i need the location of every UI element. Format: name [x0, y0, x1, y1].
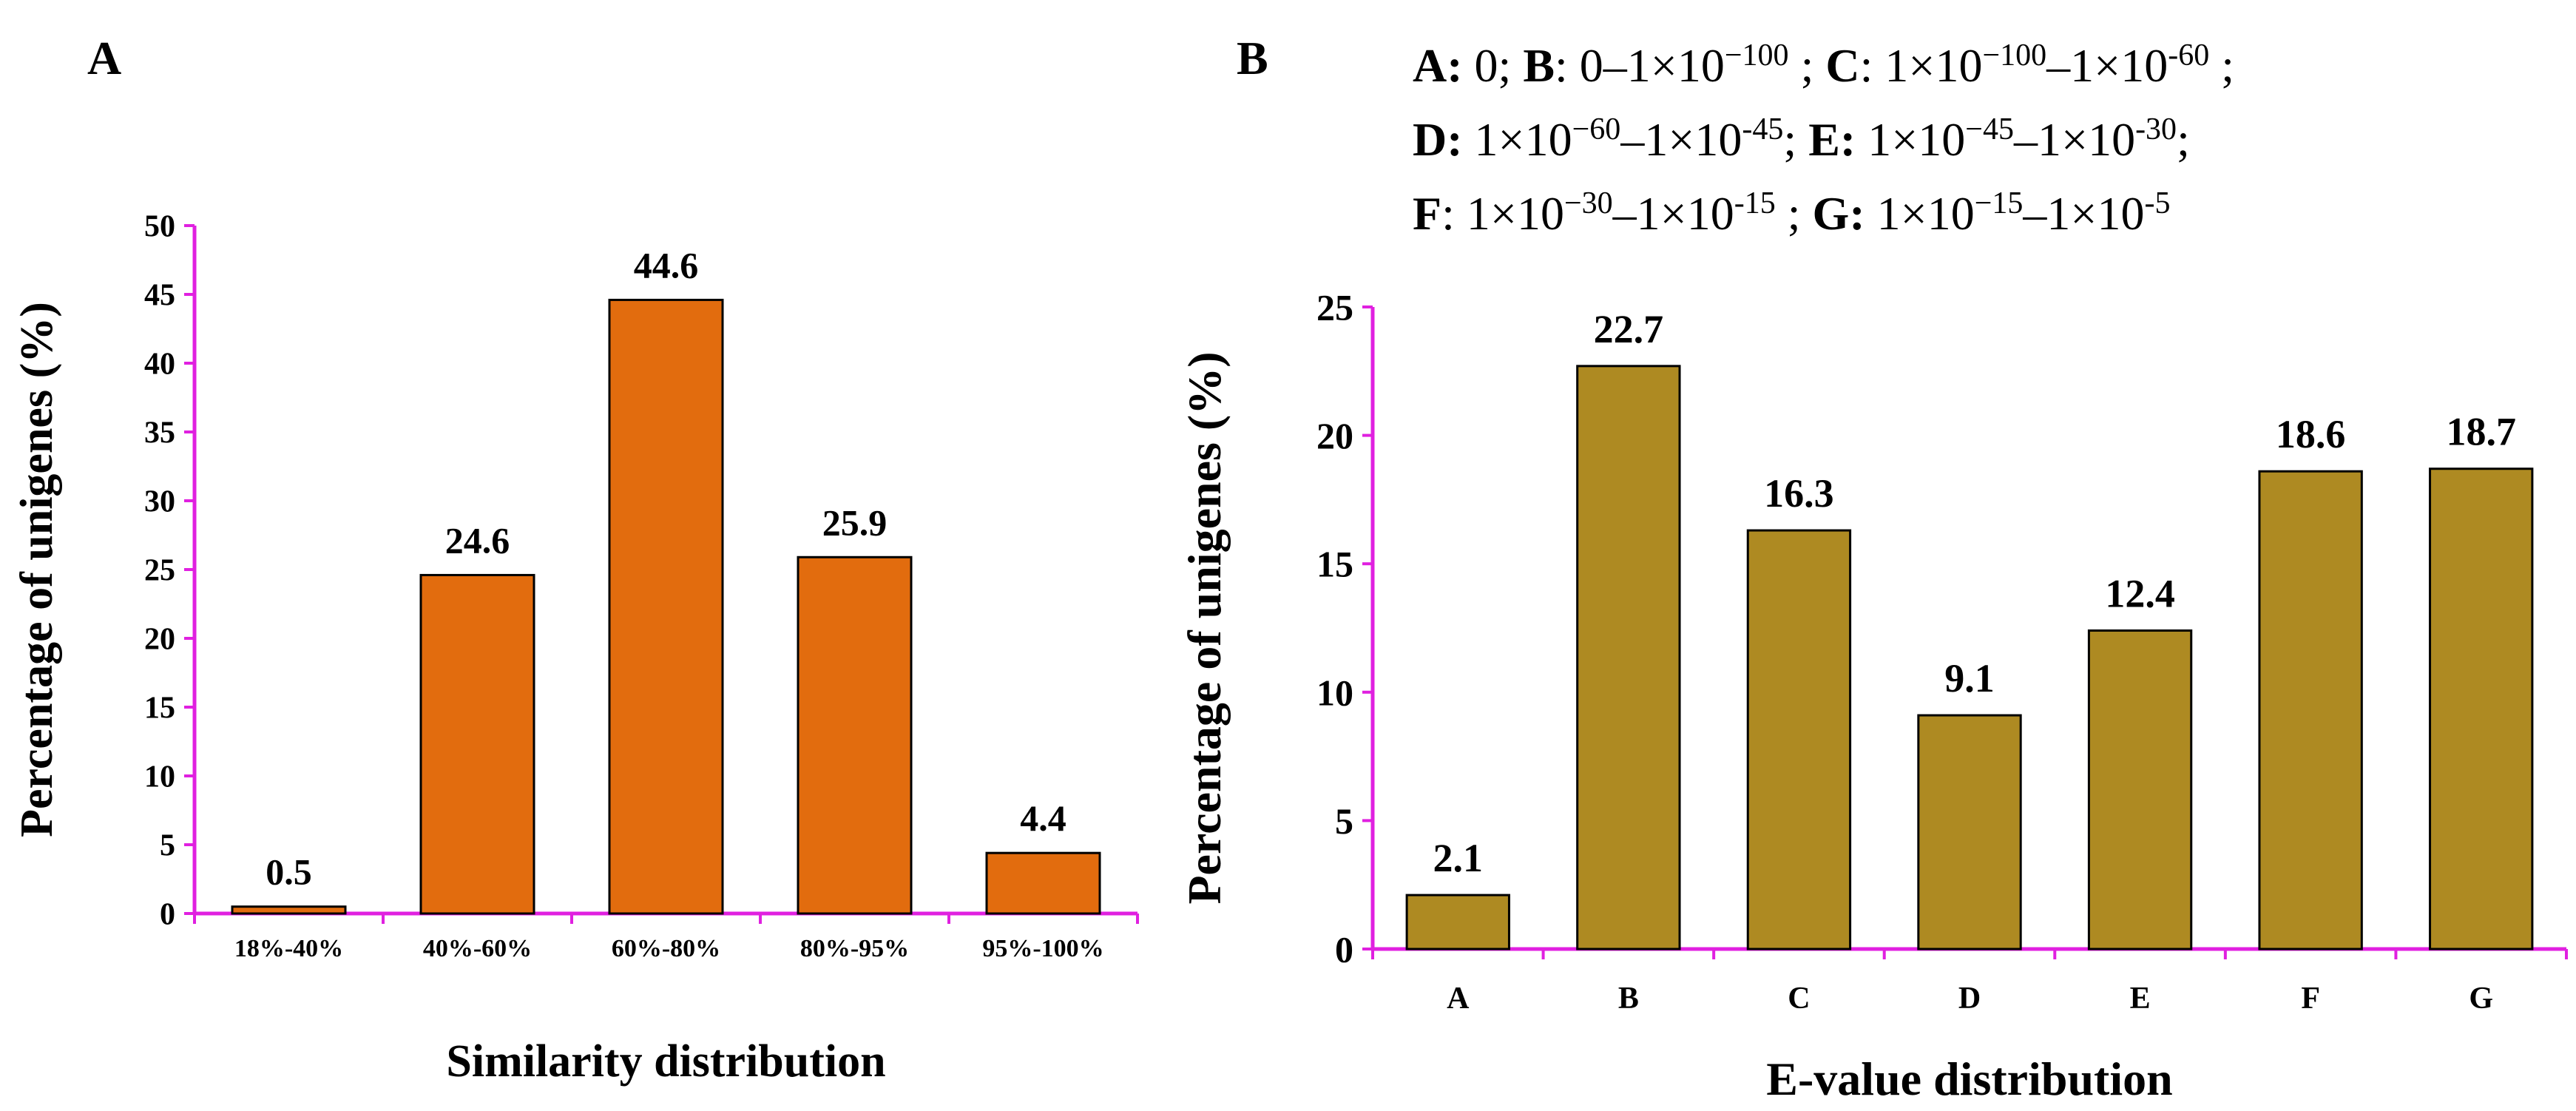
y-tick-label: 0 [160, 898, 175, 932]
x-tick-label: 40%-60% [423, 935, 532, 962]
legend-line-3: F: 1×10−30–1×10-15 ; G: 1×10−15–1×10-5 [1413, 186, 2171, 240]
y-axis-title: Percentage of unigenes (%) [12, 302, 62, 837]
data-label: 12.4 [2105, 571, 2175, 615]
data-label: 18.7 [2446, 410, 2516, 454]
data-label: 24.6 [445, 519, 510, 561]
bar [1405, 894, 1510, 950]
x-tick-label: 80%-95% [800, 935, 909, 962]
x-axis-title: Similarity distribution [446, 1036, 885, 1087]
bar [1746, 529, 1852, 950]
bar [1917, 714, 2022, 950]
y-tick-label: 25 [1316, 287, 1353, 328]
x-tick-label: F [2301, 982, 2320, 1016]
bar [231, 905, 347, 915]
data-label: 44.6 [634, 244, 699, 286]
x-tick-label: 18%-40% [234, 935, 343, 962]
y-tick-label: 50 [144, 210, 175, 244]
bar [608, 298, 724, 915]
data-label: 16.3 [1764, 471, 1834, 516]
x-axis-title: E-value distribution [1766, 1053, 2172, 1105]
x-tick-label: B [1618, 982, 1639, 1016]
y-tick-label: 20 [1316, 415, 1353, 456]
y-tick-label: 30 [144, 485, 175, 519]
bar [2087, 629, 2193, 950]
legend-line-2: D: 1×10−60–1×10-45; E: 1×10−45–1×10-30; [1413, 112, 2190, 166]
legend-line-1: A: 0; B: 0–1×10−100 ; C: 1×10−100–1×10-6… [1413, 38, 2234, 92]
bar [2258, 470, 2363, 950]
y-tick-label: 25 [144, 554, 175, 588]
y-tick-label: 5 [160, 829, 175, 863]
data-label: 18.6 [2276, 412, 2346, 456]
y-axis-title: Percentage of unigenes (%) [1178, 351, 1231, 904]
data-label: 0.5 [266, 851, 312, 893]
panel-b-letter: B [1237, 32, 1268, 84]
e-value-legend: A: 0; B: 0–1×10−100 ; C: 1×10−100–1×10-6… [1413, 38, 2234, 240]
bar [797, 556, 913, 915]
y-tick-label: 40 [144, 348, 175, 382]
y-tick-label: 10 [144, 760, 175, 794]
x-tick-label: A [1447, 982, 1470, 1016]
data-label: 4.4 [1020, 797, 1066, 839]
x-tick-label: 60%-80% [612, 935, 720, 962]
y-tick-label: 5 [1335, 800, 1353, 842]
y-tick-label: 20 [144, 623, 175, 657]
x-tick-label: 95%-100% [982, 935, 1103, 962]
bar [1576, 365, 1681, 950]
y-tick-label: 0 [1335, 929, 1353, 970]
y-tick-label: 35 [144, 416, 175, 450]
data-label: 2.1 [1433, 836, 1484, 880]
x-tick-label: D [1958, 982, 1981, 1016]
y-tick-label: 10 [1316, 672, 1353, 713]
x-tick-label: G [2469, 982, 2493, 1016]
x-tick-label: E [2130, 982, 2151, 1016]
y-tick-label: 15 [1316, 544, 1353, 585]
chart-similarity-distribution: 0 5 10 15 20 25 30 35 40 45 50 0.5 18%-40% 24.6 40%-60… [12, 210, 1139, 1087]
bar [2429, 467, 2534, 950]
panel-a-letter: A [87, 32, 121, 84]
data-label: 25.9 [822, 502, 888, 543]
y-tick-label: 45 [144, 279, 175, 313]
y-tick-label: 15 [144, 692, 175, 726]
x-tick-label: C [1788, 982, 1810, 1016]
data-label: 9.1 [1944, 656, 1995, 700]
chart-e-value-distribution: 0 5 10 15 20 25 2.1 A 22.7 B 16.3 C 9.1 D 12.4 E 18.6 F 18… [1178, 287, 2568, 1105]
data-label: 22.7 [1594, 307, 1664, 351]
bar [985, 851, 1101, 915]
bar [419, 573, 535, 915]
